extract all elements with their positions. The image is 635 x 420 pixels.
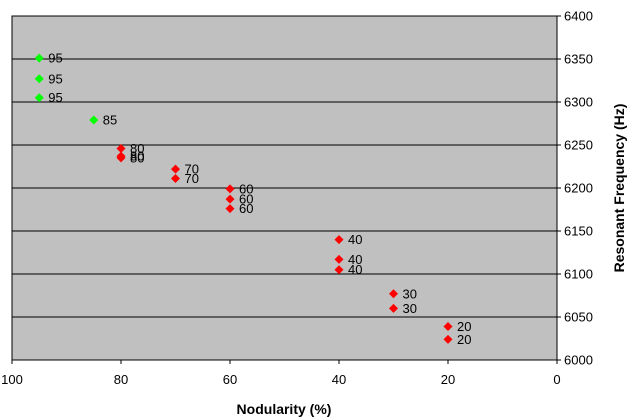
data-point-marker (334, 235, 344, 245)
data-label: 70 (185, 162, 199, 177)
data-point-marker (334, 254, 344, 264)
data-label: 95 (48, 90, 62, 105)
data-label: 20 (457, 319, 471, 334)
data-point-marker (171, 174, 180, 184)
y-tick-label: 6250 (564, 138, 593, 153)
x-tick-label: 60 (223, 372, 237, 387)
data-point-marker (225, 194, 235, 204)
data-point-marker (89, 115, 99, 125)
data-point-marker (116, 153, 126, 163)
data-label: 20 (457, 332, 471, 347)
data-label: 70 (185, 171, 199, 186)
y-tick-label: 6150 (564, 224, 593, 239)
data-point-marker (34, 93, 44, 103)
data-label: 40 (348, 252, 362, 267)
data-point-marker (389, 289, 398, 299)
y-tick-label: 6200 (564, 181, 593, 196)
data-label: 60 (239, 181, 253, 196)
data-point-marker (34, 53, 44, 63)
data-point-marker (34, 74, 44, 84)
y-tick-label: 6300 (564, 95, 593, 110)
data-point-marker (334, 265, 344, 275)
x-axis-title: Nodularity (%) (237, 401, 332, 417)
x-tick-label: 40 (332, 372, 346, 387)
data-label: 30 (403, 286, 417, 301)
data-point-marker (443, 334, 453, 344)
x-axis-ticks: 100 80 60 40 20 0 (1, 360, 561, 387)
y-tick-label: 6050 (564, 310, 593, 325)
y-axis-ticks: 6400 6350 6300 6250 6200 6150 6100 6050 6000 (557, 9, 593, 368)
x-tick-label: 80 (114, 372, 128, 387)
x-tick-label: 20 (441, 372, 455, 387)
data-label: 95 (48, 71, 62, 86)
data-point-marker (171, 164, 180, 174)
data-label: 60 (239, 201, 253, 216)
data-label: 60 (239, 192, 253, 207)
data-label: 40 (348, 262, 362, 277)
y-tick-label: 6400 (564, 9, 593, 24)
data-point-marker (116, 143, 126, 153)
data-label: 40 (348, 232, 362, 247)
data-label: 80 (130, 149, 144, 164)
data-point-marker (225, 184, 235, 194)
x-tick-label: 100 (1, 372, 23, 387)
y-tick-label: 6350 (564, 52, 593, 67)
data-point-marker (389, 303, 398, 313)
data-label: 30 (403, 301, 417, 316)
data-point-marker (225, 204, 235, 214)
data-label: 85 (103, 113, 117, 128)
data-label: 80 (130, 141, 144, 156)
data-point-marker (443, 321, 453, 331)
data-label: 95 (48, 51, 62, 66)
y-tick-label: 6100 (564, 267, 593, 282)
data-label: 80 (130, 150, 144, 165)
y-axis-title: Resonant Frequency (Hz) (611, 104, 627, 273)
gridlines (12, 15, 557, 361)
x-tick-label: 0 (553, 372, 560, 387)
y-tick-label: 6000 (564, 353, 593, 368)
